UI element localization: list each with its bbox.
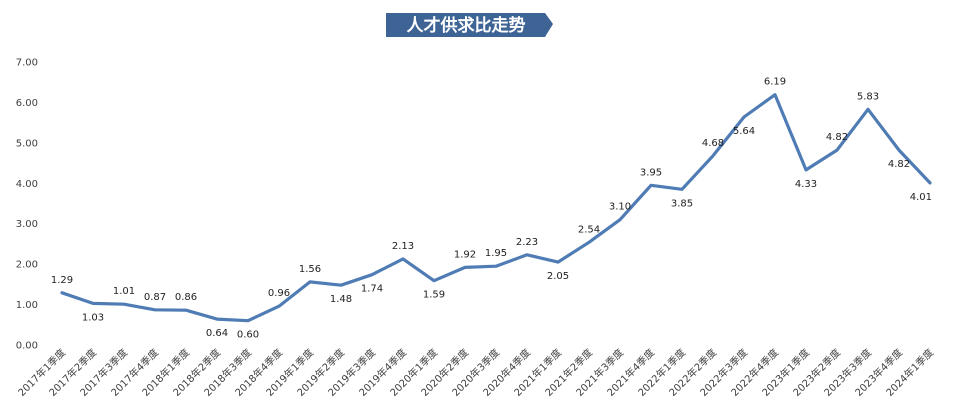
series: 1.29 1.03 1.01 0.87 0.86 0.64 0.60 0.96 1.56 1.48… [51,77,932,341]
data-label: 1.03 [82,312,104,323]
data-label: 3.85 [671,198,693,209]
data-label: 1.92 [454,249,476,260]
data-label: 0.96 [268,288,290,299]
data-label: 1.29 [51,275,73,286]
data-label: 2.05 [547,271,569,282]
y-tick-label: 3.00 [16,219,38,230]
data-label: 4.82 [888,159,910,170]
data-label: 2.13 [392,241,414,252]
data-label: 4.01 [910,192,932,203]
y-tick-label: 0.00 [16,341,38,352]
y-tick-label: 5.00 [16,138,38,149]
data-label: 1.74 [361,284,383,295]
y-tick-label: 2.00 [16,260,38,271]
data-label: 2.54 [578,224,600,235]
x-axis: 2017年1季度2017年2季度2017年3季度2017年4季度2018年1季度… [15,346,936,399]
data-label: 3.95 [640,167,662,178]
data-label: 0.86 [175,292,197,303]
y-tick-label: 7.00 [16,58,38,69]
y-tick-label: 6.00 [16,98,38,109]
data-label: 4.33 [795,179,817,190]
data-label: 5.83 [857,91,879,102]
data-label: 1.59 [423,290,445,301]
data-label: 1.01 [113,286,135,297]
chart-title-banner: 人才供求比走势 [386,13,553,37]
series-line [60,93,932,323]
data-label: 6.19 [764,77,786,88]
data-label: 0.64 [206,328,228,339]
chart-title: 人才供求比走势 [407,15,526,36]
y-tick-label: 1.00 [16,300,38,311]
data-label: 1.56 [299,264,321,275]
data-label: 4.68 [702,138,724,149]
data-label: 4.82 [826,132,848,143]
data-label: 1.95 [485,248,507,259]
data-label: 5.64 [733,126,755,137]
y-tick-label: 4.00 [16,179,38,190]
data-label: 3.10 [609,202,631,213]
data-label: 2.23 [516,237,538,248]
chart-title-background [386,13,553,37]
data-label: 0.87 [144,292,166,303]
data-label: 1.48 [330,294,352,305]
y-axis: 0.00 1.00 2.00 3.00 4.00 5.00 6.00 7.00 [16,58,38,352]
data-label: 0.60 [237,330,259,341]
